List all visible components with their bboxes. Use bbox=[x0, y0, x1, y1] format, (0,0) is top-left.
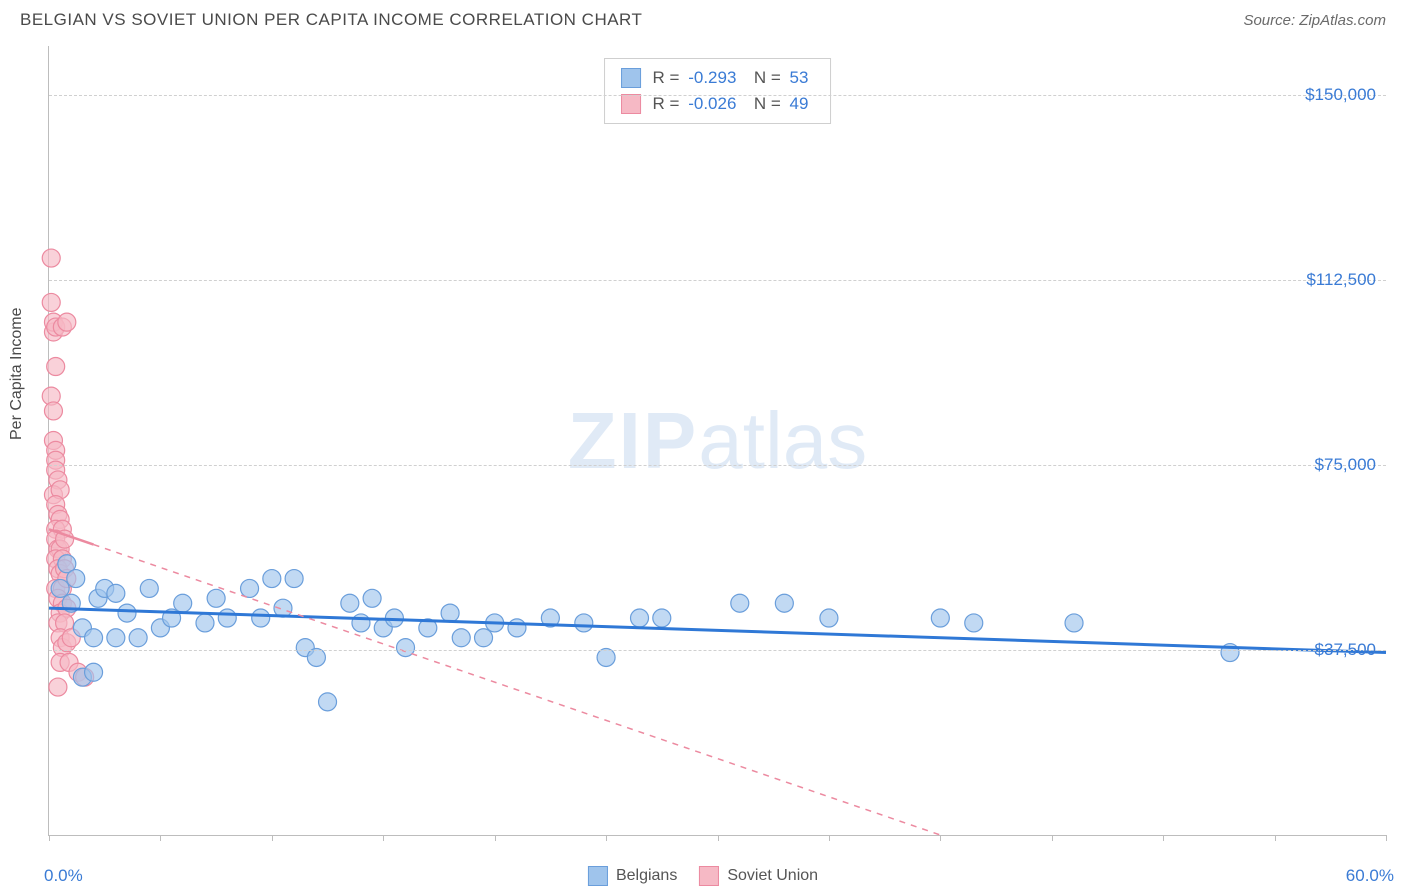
x-tick bbox=[829, 835, 830, 841]
x-axis-max-label: 60.0% bbox=[1346, 866, 1394, 886]
x-tick bbox=[1052, 835, 1053, 841]
x-tick bbox=[1386, 835, 1387, 841]
legend-label: Soviet Union bbox=[727, 867, 818, 885]
legend-item: Soviet Union bbox=[699, 866, 818, 886]
r-value: -0.026 bbox=[688, 94, 736, 113]
x-axis-min-label: 0.0% bbox=[44, 866, 83, 886]
r-label: R = bbox=[653, 94, 680, 113]
swatch-icon bbox=[588, 866, 608, 886]
n-label: N = bbox=[754, 94, 781, 113]
chart-plot-area: ZIPatlas R = -0.293 N = 53 R = -0.026 N … bbox=[48, 46, 1386, 836]
gridline bbox=[49, 650, 1386, 651]
legend-label: Belgians bbox=[616, 867, 677, 885]
legend-item: Belgians bbox=[588, 866, 677, 886]
x-tick bbox=[1275, 835, 1276, 841]
x-tick bbox=[49, 835, 50, 841]
swatch-icon bbox=[621, 68, 641, 88]
y-tick-label: $112,500 bbox=[1306, 270, 1376, 290]
x-tick bbox=[718, 835, 719, 841]
x-tick bbox=[606, 835, 607, 841]
gridline bbox=[49, 465, 1386, 466]
y-tick-label: $37,500 bbox=[1315, 640, 1376, 660]
n-value: 53 bbox=[790, 68, 809, 87]
swatch-icon bbox=[699, 866, 719, 886]
y-tick-label: $75,000 bbox=[1315, 455, 1376, 475]
gridline bbox=[49, 280, 1386, 281]
n-label: N = bbox=[754, 68, 781, 87]
x-tick bbox=[1163, 835, 1164, 841]
source-label: Source: ZipAtlas.com bbox=[1243, 12, 1386, 29]
gridline bbox=[49, 95, 1386, 96]
r-label: R = bbox=[653, 68, 680, 87]
x-tick bbox=[272, 835, 273, 841]
y-tick-label: $150,000 bbox=[1305, 85, 1376, 105]
x-tick bbox=[383, 835, 384, 841]
header: BELGIAN VS SOVIET UNION PER CAPITA INCOM… bbox=[0, 0, 1406, 36]
x-tick bbox=[495, 835, 496, 841]
swatch-icon bbox=[621, 94, 641, 114]
chart-title: BELGIAN VS SOVIET UNION PER CAPITA INCOM… bbox=[20, 10, 642, 30]
stats-legend-box: R = -0.293 N = 53 R = -0.026 N = 49 bbox=[604, 58, 832, 124]
stats-row: R = -0.293 N = 53 bbox=[621, 65, 815, 91]
r-value: -0.293 bbox=[688, 68, 736, 87]
scatter-svg bbox=[49, 46, 1386, 835]
x-tick bbox=[160, 835, 161, 841]
x-tick bbox=[940, 835, 941, 841]
series-legend: Belgians Soviet Union bbox=[588, 866, 818, 886]
n-value: 49 bbox=[790, 94, 809, 113]
y-axis-label: Per Capita Income bbox=[8, 307, 26, 440]
